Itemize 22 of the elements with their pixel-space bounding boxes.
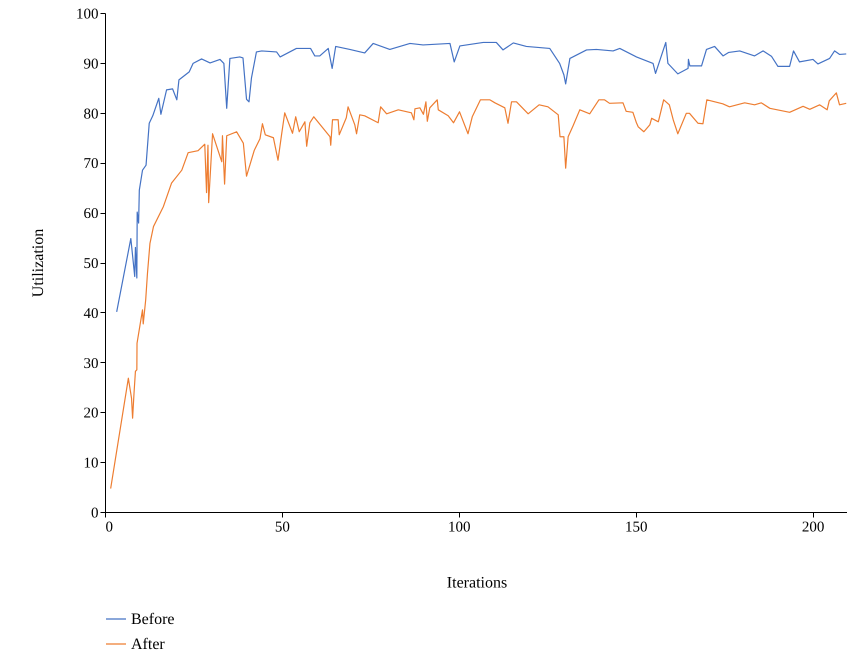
y-tick-label: 90	[84, 56, 98, 72]
line-series	[116, 42, 847, 312]
legend-label: Before	[131, 611, 175, 628]
y-tick-label: 0	[91, 506, 98, 522]
y-axis-title: Utilization	[30, 228, 47, 298]
legend-label: After	[131, 636, 166, 653]
y-tick-label: 80	[84, 106, 98, 122]
y-tick-label: 20	[84, 406, 98, 422]
y-tick-label: 40	[84, 306, 98, 322]
y-tick-label: 10	[84, 456, 98, 472]
x-tick-label: 50	[274, 520, 290, 536]
x-tick-label: 150	[624, 520, 648, 536]
y-tick-label: 60	[84, 206, 98, 222]
y-tick-label: 70	[84, 156, 98, 172]
x-axis-title: Iterations	[446, 574, 508, 592]
y-tick-label: 30	[84, 356, 98, 372]
x-tick-label: 100	[448, 520, 471, 536]
line-series	[110, 92, 847, 490]
y-tick-label: 50	[84, 256, 98, 272]
y-tick-label: 100	[76, 6, 98, 22]
x-tick-label: 200	[802, 520, 824, 536]
x-tick-label: 0	[106, 520, 113, 536]
